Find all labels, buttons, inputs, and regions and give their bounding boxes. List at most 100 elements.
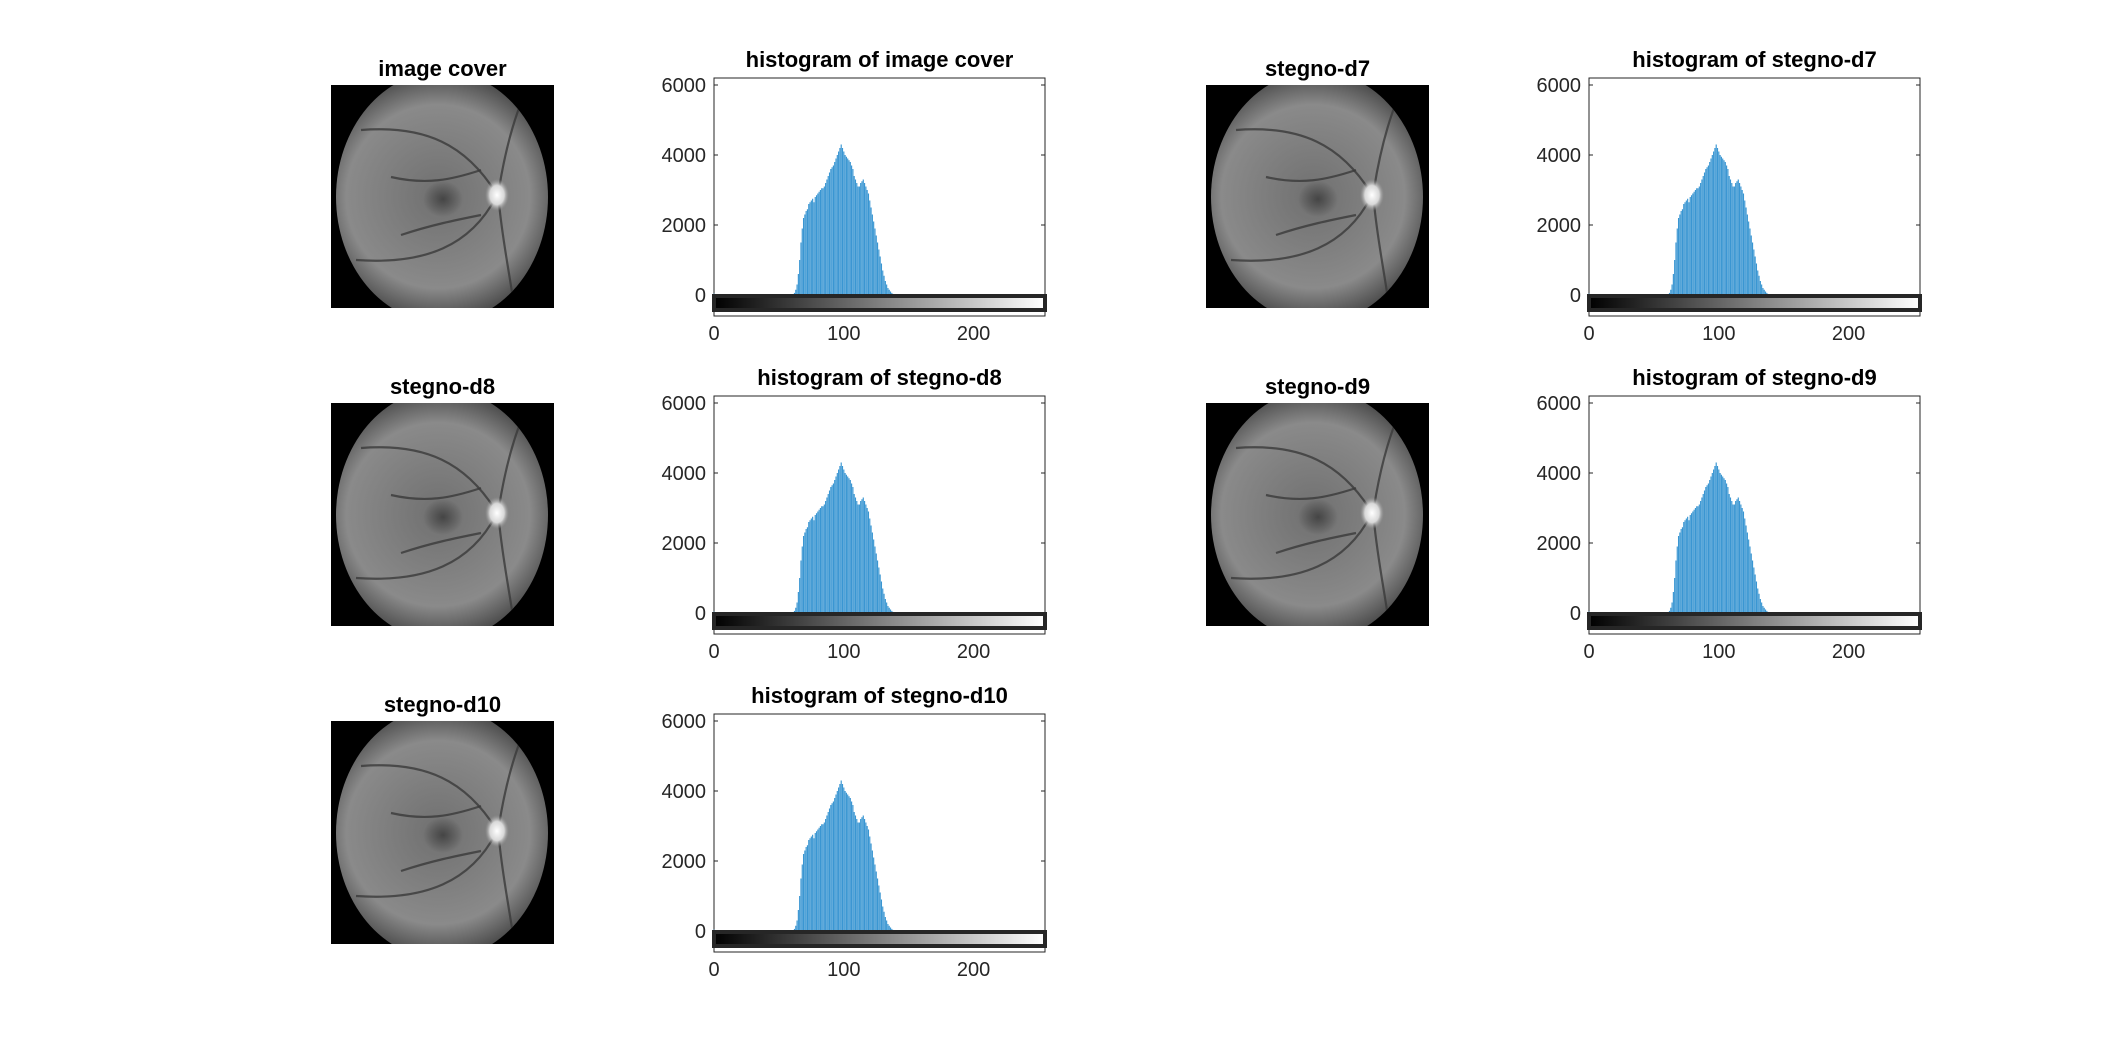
grayscale-colorbar [714, 296, 1045, 310]
histogram-bar [1753, 568, 1754, 614]
histogram-bar [883, 276, 884, 295]
image-title: stegno-d10 [384, 692, 501, 717]
histogram-bar [825, 501, 826, 613]
histogram-bar [842, 784, 843, 931]
histogram-bar [842, 148, 843, 295]
histogram-bar [859, 505, 860, 614]
image-title: image cover [378, 56, 507, 81]
histogram-bar [1691, 195, 1692, 295]
histogram-bar [799, 896, 800, 931]
y-tick-label: 0 [695, 603, 706, 625]
fundus-optic-disc [485, 497, 509, 529]
histogram-bar [821, 506, 822, 613]
histogram-bar [863, 816, 864, 932]
panel-5: stegno-d10 histogram of stegno-d100200040… [331, 683, 1045, 981]
histogram-bar [1714, 148, 1715, 295]
histogram-bar [855, 180, 856, 296]
histogram-bar [1697, 506, 1698, 613]
histogram-bar [1692, 194, 1693, 296]
histogram-bar [799, 578, 800, 613]
histogram-bar [1757, 271, 1758, 296]
histogram-bar [1733, 505, 1734, 614]
histogram-title: histogram of stegno-d10 [751, 683, 1008, 708]
histogram-bar [800, 243, 801, 296]
histogram-bar [855, 816, 856, 932]
histogram-bar [1736, 499, 1737, 613]
histogram-bar [872, 215, 873, 296]
histogram-bar [1735, 183, 1736, 295]
histogram-bar [1755, 575, 1756, 614]
y-tick-label: 0 [695, 921, 706, 943]
y-tick-label: 0 [1570, 603, 1581, 625]
histogram-bar [839, 466, 840, 613]
histogram-bar [880, 575, 881, 614]
histogram-bar [817, 830, 818, 932]
histogram-bar [1712, 155, 1713, 295]
image-title: stegno-d7 [1265, 56, 1370, 81]
histogram-bar [808, 204, 809, 295]
histogram-bar [1686, 201, 1687, 296]
histogram-bar [868, 194, 869, 296]
histogram-bar [847, 795, 848, 932]
histogram-bar [873, 858, 874, 932]
histogram-bar [820, 826, 821, 931]
fundus-macula [1298, 499, 1338, 535]
histogram-bar [864, 819, 865, 931]
y-tick-label: 6000 [1537, 75, 1582, 97]
histogram-bar [848, 478, 849, 613]
histogram-bar [1726, 484, 1727, 614]
histogram-bar [865, 823, 866, 932]
y-tick-label: 0 [1570, 285, 1581, 307]
fundus-optic-disc [1360, 179, 1384, 211]
histogram-bar [804, 533, 805, 614]
histogram-bar [1709, 162, 1710, 295]
histogram-bar [880, 893, 881, 932]
y-tick-label: 2000 [662, 533, 707, 555]
histogram-bar [856, 183, 857, 295]
histogram-bar [830, 169, 831, 295]
histogram-bar [1716, 463, 1717, 614]
histogram-bar [886, 921, 887, 932]
histogram-bar [845, 791, 846, 931]
histogram-bar [845, 155, 846, 295]
histogram-bar [1747, 533, 1748, 614]
histogram-bar [839, 148, 840, 295]
histogram-bar [804, 215, 805, 296]
histogram-bar [1740, 505, 1741, 614]
histogram-bar [856, 501, 857, 613]
y-tick-label: 6000 [1537, 393, 1582, 415]
histogram-bar [1726, 166, 1727, 296]
histogram-bar [806, 211, 807, 295]
histogram-bar [1707, 485, 1708, 613]
panel-3: stegno-d8 histogram of stegno-d8020004000… [331, 365, 1045, 663]
y-tick-label: 2000 [662, 215, 707, 237]
histogram-bar [834, 798, 835, 931]
histogram-bar [1748, 540, 1749, 614]
histogram-bar [877, 879, 878, 932]
histogram-bar [812, 199, 813, 295]
histogram-axes-box [714, 78, 1045, 316]
histogram-bar [1753, 250, 1754, 296]
histogram-bar [1751, 554, 1752, 614]
histogram-bar [837, 155, 838, 295]
histogram-bar [820, 190, 821, 295]
histogram-bar [886, 285, 887, 296]
histogram-bar [802, 547, 803, 614]
histogram-bar [887, 924, 888, 931]
histogram-bar [1739, 501, 1740, 613]
x-tick-label: 0 [708, 641, 719, 663]
histogram-bar [828, 494, 829, 613]
histogram-bar [808, 840, 809, 931]
histogram-bar [812, 517, 813, 613]
x-tick-label: 200 [957, 959, 990, 981]
histogram-bar [1684, 202, 1685, 295]
fundus-macula [423, 181, 463, 217]
histogram-bar [1756, 582, 1757, 614]
x-tick-label: 200 [1832, 641, 1865, 663]
histogram-bar [798, 274, 799, 295]
y-tick-label: 6000 [662, 393, 707, 415]
histogram-bar [1674, 260, 1675, 295]
histogram-bar [861, 181, 862, 295]
histogram-bar [813, 838, 814, 931]
histogram-bar [843, 470, 844, 614]
